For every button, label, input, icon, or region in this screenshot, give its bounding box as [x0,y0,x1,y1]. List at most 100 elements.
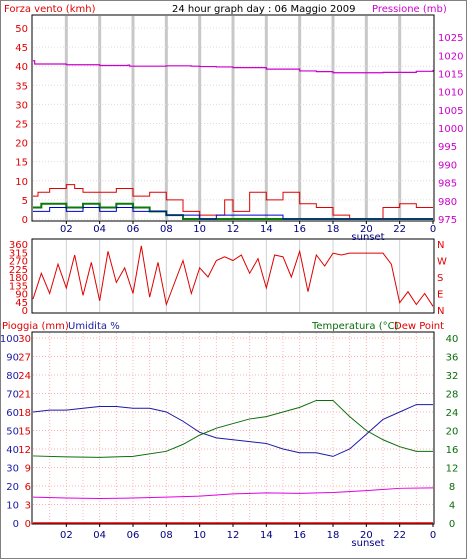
x-tick-label: 06 [127,224,140,235]
temperature-tick-label: 32 [446,371,459,382]
x-tick-label: 08 [160,530,173,541]
temperature-tick-label: 16 [446,445,459,456]
dewpoint-axis-title: Dew Point [394,321,444,332]
direction-tick-label: 90 [15,290,28,301]
humidity-tick-label: 20 [6,482,19,493]
dewpoint-line [32,487,434,499]
pressure-tick-label: 1020 [438,51,463,62]
compass-label: S [437,273,443,284]
direction-tick-label: 45 [15,298,28,309]
rain-tick-label: 18 [18,408,31,419]
rain-tick-label: 30 [18,334,31,345]
temperature-tick-label: 12 [446,464,459,475]
humidity-tick-label: 0 [13,519,19,530]
pressure-tick-label: 985 [438,179,457,190]
temperature-tick-label: 0 [449,519,455,530]
x-tick-label: 14 [260,224,273,235]
x-tick-label: 22 [393,224,406,235]
x-tick-label: 02 [60,530,73,541]
header-pressure-label: Pressione (mb) [372,4,447,15]
rain-tick-label: 12 [18,445,31,456]
x-tick-label: 02 [60,224,73,235]
x-tick-label: 10 [193,530,206,541]
x-tick-label: 12 [227,530,240,541]
x-tick-label: 04 [93,224,106,235]
rain-tick-label: 24 [18,371,31,382]
compass-label: N [437,306,444,317]
x-tick-label: 0 [430,530,436,541]
wind-average-line [33,207,433,220]
direction-tick-label: 0 [22,306,28,317]
x-tick-label: 18 [327,224,340,235]
wind-tick-label: 50 [15,24,28,35]
pressure-tick-label: 1005 [438,106,463,117]
x-tick-label: 10 [193,224,206,235]
humidity-tick-label: 10 [6,501,19,512]
humidity-tick-label: 60 [6,408,19,419]
x-tick-label: 18 [327,530,340,541]
temperature-tick-label: 4 [449,501,455,512]
wind-tick-label: 35 [15,81,28,92]
humidity-tick-label: 90 [6,353,19,364]
wind-tick-label: 25 [15,120,28,131]
humidity-tick-label: 100 [0,334,19,345]
rain-tick-label: 0 [25,519,31,530]
wind-tick-label: 20 [15,139,28,150]
rain-axis-title: Pioggia (mm) [2,321,69,332]
wind-tick-label: 15 [15,158,28,169]
temperature-tick-label: 28 [446,390,459,401]
compass-label: E [437,290,443,301]
chart-marks-layer: 0510152025303540455097598098599099510001… [0,16,463,549]
wind-direction-line [32,245,434,307]
direction-tick-label: 180 [9,273,28,284]
pressure-tick-label: 1025 [438,33,463,44]
direction-tick-label: 360 [9,240,28,251]
humidity-tick-label: 50 [6,427,19,438]
pressure-tick-label: 975 [438,215,457,226]
rain-tick-label: 15 [18,427,31,438]
humidity-tick-label: 30 [6,464,19,475]
x-tick-label: 22 [393,530,406,541]
rain-tick-label: 6 [25,482,31,493]
sunset-label: sunset [351,232,384,243]
rain-tick-label: 21 [18,390,31,401]
compass-label: N [437,240,444,251]
x-tick-label: 20 [360,530,373,541]
x-tick-label: 14 [260,530,273,541]
wind-tick-label: 40 [15,62,28,73]
temperature-line [32,399,433,458]
header-title: 24 hour graph day : 06 Maggio 2009 [172,4,355,15]
header-wind-label: Forza vento (kmh) [4,4,96,15]
wind-tick-label: 0 [22,215,28,226]
temperature-tick-label: 8 [449,482,455,493]
direction-tick-label: 270 [9,257,28,268]
pressure-tick-label: 1015 [438,69,463,80]
pressure-tick-label: 980 [438,197,457,208]
rain-tick-label: 3 [25,501,31,512]
direction-tick-label: 135 [9,281,28,292]
wind-tick-label: 30 [15,100,28,111]
pressure-tick-label: 1000 [438,124,463,135]
temperature-axis-title: Temperatura (°C) [311,321,399,332]
humidity-axis-title: Umidita % [68,321,120,332]
humidity-tick-label: 70 [6,390,19,401]
x-tick-label: 16 [293,530,306,541]
pressure-tick-label: 995 [438,142,457,153]
x-tick-label: 08 [160,224,173,235]
x-tick-label: 12 [227,224,240,235]
pressure-tick-label: 990 [438,160,457,171]
humidity-tick-label: 80 [6,371,19,382]
temperature-tick-label: 36 [446,353,459,364]
x-tick-label: 04 [93,530,106,541]
direction-tick-label: 315 [9,248,28,259]
temperature-tick-label: 40 [446,334,459,345]
sunset-label: sunset [351,538,384,549]
rain-tick-label: 9 [25,464,31,475]
humidity-tick-label: 40 [6,445,19,456]
temperature-tick-label: 24 [446,408,459,419]
wind-tick-label: 5 [22,196,28,207]
x-tick-label: 16 [293,224,306,235]
humidity-line [32,404,433,457]
wind-tick-label: 45 [15,43,28,54]
